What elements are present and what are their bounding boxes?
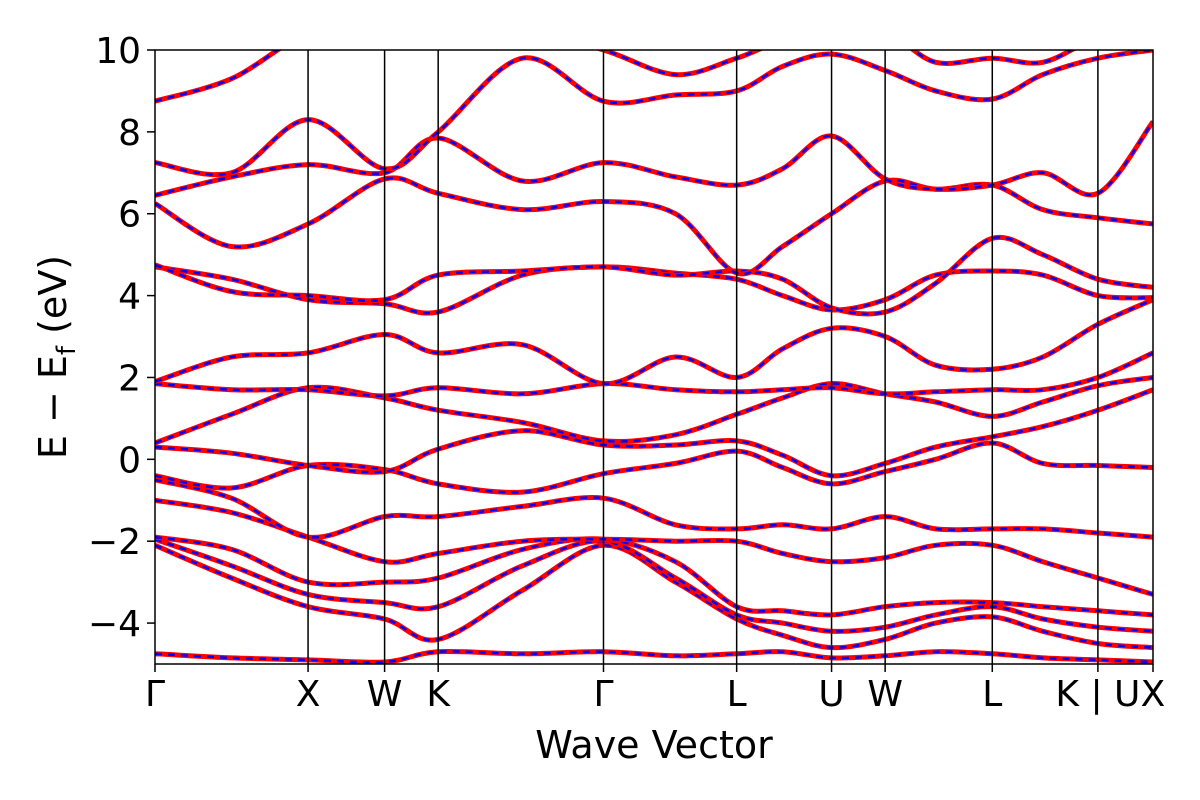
band-line-blue-2 — [155, 538, 1153, 633]
band-line-red-10 — [155, 297, 1153, 387]
y-tick-label-0: −4 — [88, 604, 141, 645]
band-line-red-1 — [155, 542, 1153, 651]
x-tick-label-10: X — [1141, 674, 1166, 715]
x-tick-label-8: L — [982, 674, 1002, 715]
y-tick-label-1: −2 — [88, 522, 141, 563]
y-tick-label-5: 6 — [118, 195, 141, 236]
x-tick-label-6: U — [818, 674, 844, 715]
band-line-blue-9 — [155, 351, 1153, 398]
band-line-blue-0 — [155, 650, 1153, 664]
y-axis-label-main: E − E — [31, 355, 75, 459]
y-axis-label-unit: (eV) — [31, 255, 75, 346]
plot-frame — [154, 49, 1154, 665]
band-line-blue-7 — [155, 388, 1153, 478]
band-line-blue-11 — [155, 265, 1153, 315]
band-line-blue-12 — [155, 236, 1153, 316]
x-tick-label-0: Γ — [145, 674, 165, 715]
bands-layer — [155, 50, 1153, 664]
y-tick-label-6: 8 — [118, 113, 141, 154]
band-line-red-12 — [155, 234, 1153, 317]
y-tick-label-4: 4 — [118, 277, 141, 318]
y-axis-label: E − Ef (eV) — [31, 255, 82, 459]
x-axis-label: Wave Vector — [535, 723, 773, 767]
x-tick-label-5: L — [727, 674, 747, 715]
band-line-blue-1 — [155, 544, 1153, 649]
y-tick-label-7: 10 — [95, 31, 141, 72]
x-tick-label-3: K — [426, 674, 451, 715]
x-tick-label-4: Γ — [593, 674, 613, 715]
x-tick-label-1: X — [296, 674, 321, 715]
x-tick-label-2: W — [367, 674, 403, 715]
band-line-blue-3 — [155, 535, 1153, 617]
band-line-red-16 — [155, 50, 1077, 104]
band-line-blue-15 — [155, 50, 1153, 176]
x-tick-label-7: W — [867, 674, 903, 715]
band-line-red-13 — [155, 175, 1153, 277]
band-line-blue-5 — [155, 478, 1153, 539]
band-line-red-8 — [155, 375, 1153, 446]
band-line-red-7 — [155, 387, 1153, 479]
y-ticks: −4 −2 0 2 4 6 8 10 — [88, 31, 155, 645]
x-tick-label-9: K | U — [1055, 674, 1140, 715]
y-tick-label-2: 0 — [118, 440, 141, 481]
band-line-red-14 — [155, 120, 1153, 198]
y-tick-label-3: 2 — [118, 358, 141, 399]
band-line-blue-10 — [155, 298, 1153, 385]
high-symmetry-lines — [307, 50, 1099, 664]
band-line-blue-4 — [155, 499, 1153, 596]
band-line-blue-16 — [155, 50, 1075, 103]
y-axis-label-sub: f — [52, 345, 82, 355]
band-line-red-6 — [155, 440, 1153, 495]
band-line-blue-14 — [155, 120, 1153, 197]
